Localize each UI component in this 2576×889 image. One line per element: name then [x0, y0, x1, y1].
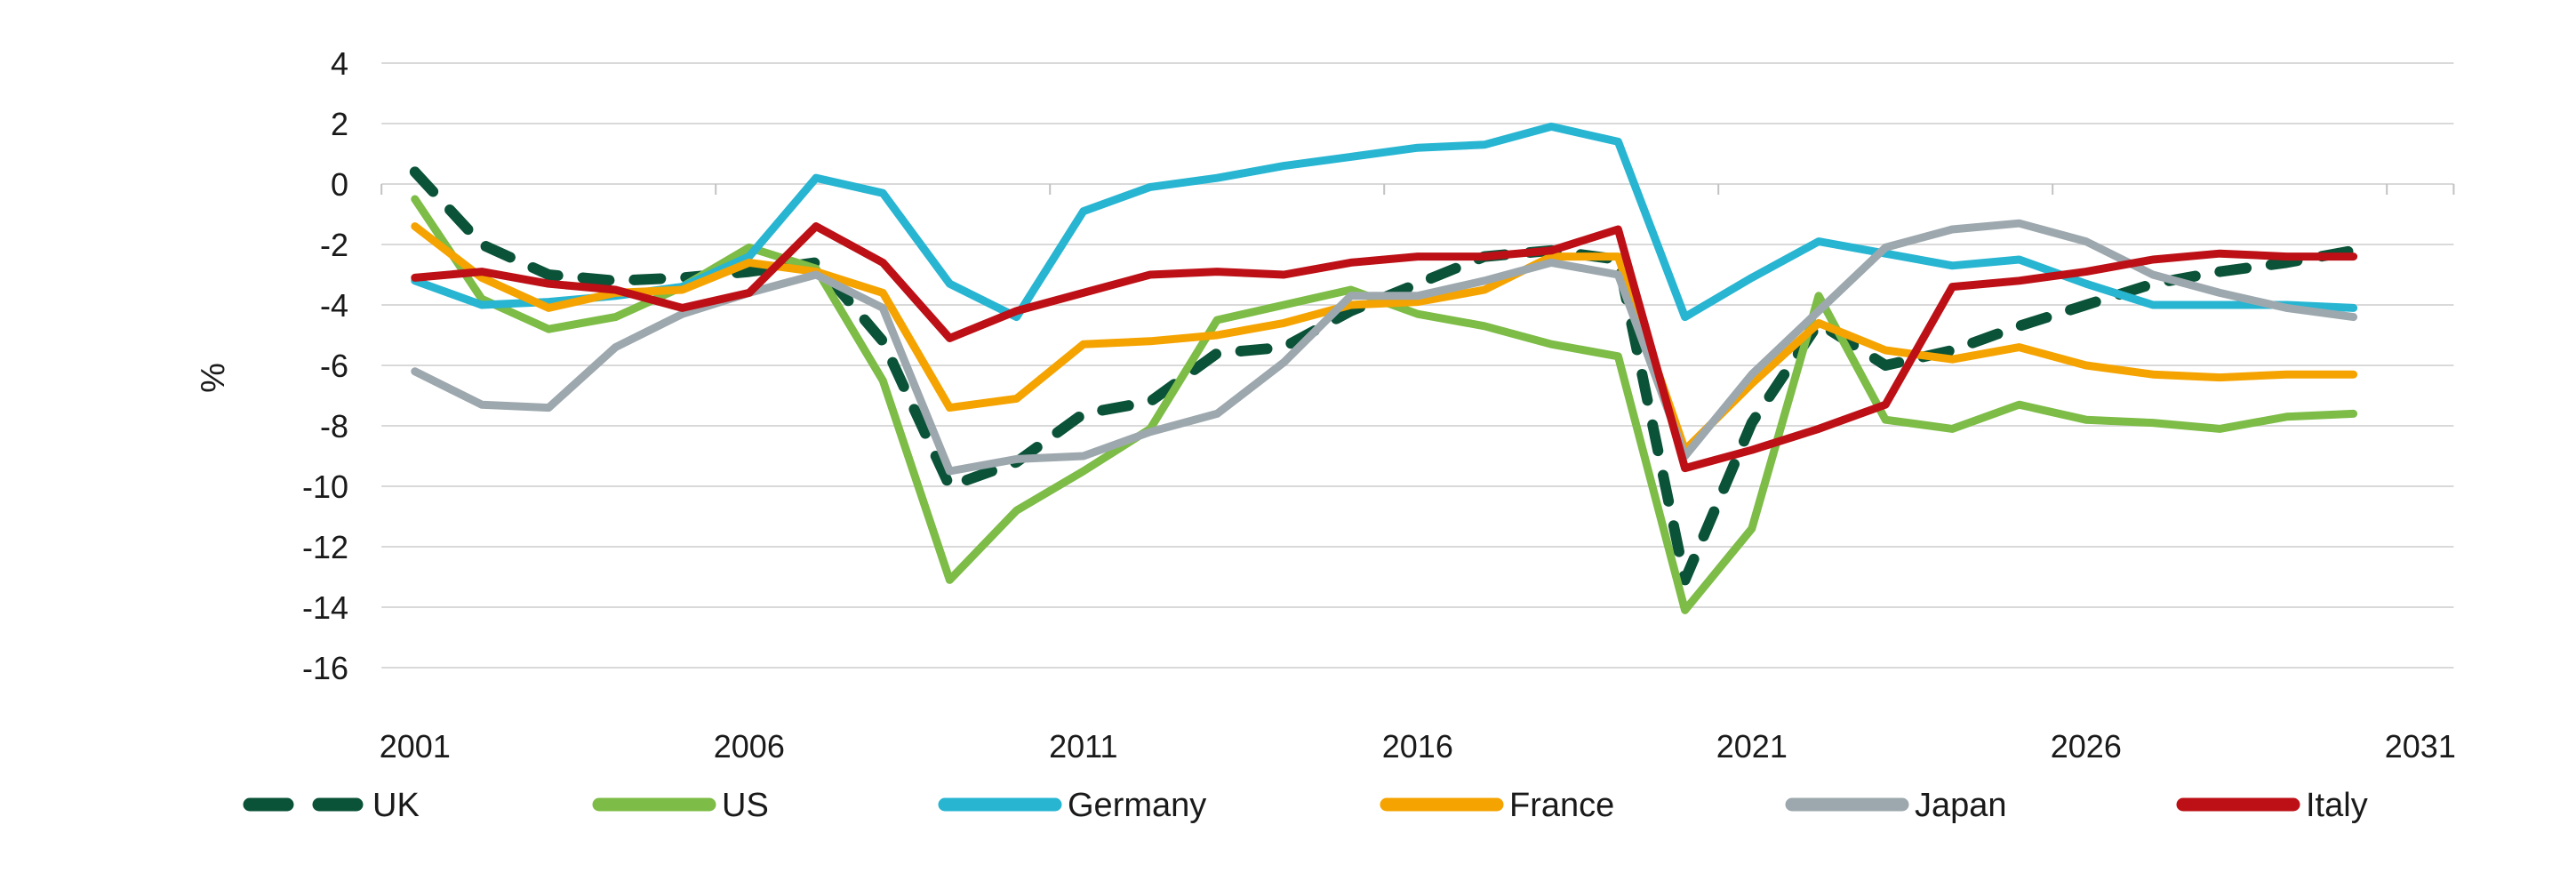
x-tick-label-2021: 2021 — [1716, 728, 1788, 765]
x-axis-tick-labels: 2001 2006 2011 2016 2021 2026 2031 — [380, 728, 2456, 765]
y-tick-label--2: -2 — [320, 227, 348, 263]
y-tick-label-0: 0 — [331, 166, 348, 203]
legend-item-japan: Japan — [1785, 787, 2007, 824]
y-tick-label-2: 2 — [331, 106, 348, 142]
legend-label-japan: Japan — [1915, 787, 2007, 824]
legend: UK US Germany France Japan Italy — [243, 787, 2368, 824]
x-tick-label-2026: 2026 — [2051, 728, 2122, 765]
x-tick-label-2016: 2016 — [1382, 728, 1453, 765]
legend-item-us: US — [592, 787, 769, 824]
legend-item-germany: Germany — [938, 787, 1206, 824]
y-tick-label--8: -8 — [320, 408, 348, 444]
y-tick-label--6: -6 — [320, 348, 348, 384]
series-line-germany — [411, 122, 2358, 322]
data-series — [409, 122, 2359, 614]
legend-label-us: US — [722, 787, 769, 824]
legend-label-italy: Italy — [2306, 787, 2368, 824]
series-line-france — [411, 222, 2358, 454]
legend-label-france: France — [1509, 787, 1614, 824]
y-axis-tick-labels: 4 2 0 -2 -4 -6 -8 -10 -12 -14 -16 — [302, 45, 348, 686]
x-tick-label-2011: 2011 — [1049, 728, 1117, 765]
x-tick-label-2001: 2001 — [380, 728, 451, 765]
legend-label-uk: UK — [372, 787, 420, 824]
x-tick-label-2006: 2006 — [714, 728, 785, 765]
x-tick-label-2031: 2031 — [2385, 728, 2456, 765]
y-tick-label--12: -12 — [302, 529, 348, 565]
y-tick-label--10: -10 — [302, 469, 348, 505]
y-tick-label--14: -14 — [302, 589, 348, 626]
series-line-italy — [411, 222, 2358, 473]
y-axis-title: % — [195, 363, 232, 393]
x-axis-tick-marks — [380, 184, 2455, 195]
legend-label-germany: Germany — [1068, 787, 1206, 824]
legend-item-uk: UK — [243, 787, 420, 824]
gridlines — [381, 62, 2454, 669]
legend-item-italy: Italy — [2176, 787, 2368, 824]
y-tick-label-4: 4 — [331, 45, 348, 82]
y-tick-label--16: -16 — [302, 650, 348, 686]
y-tick-label--4: -4 — [320, 287, 348, 324]
legend-item-france: France — [1380, 787, 1614, 824]
